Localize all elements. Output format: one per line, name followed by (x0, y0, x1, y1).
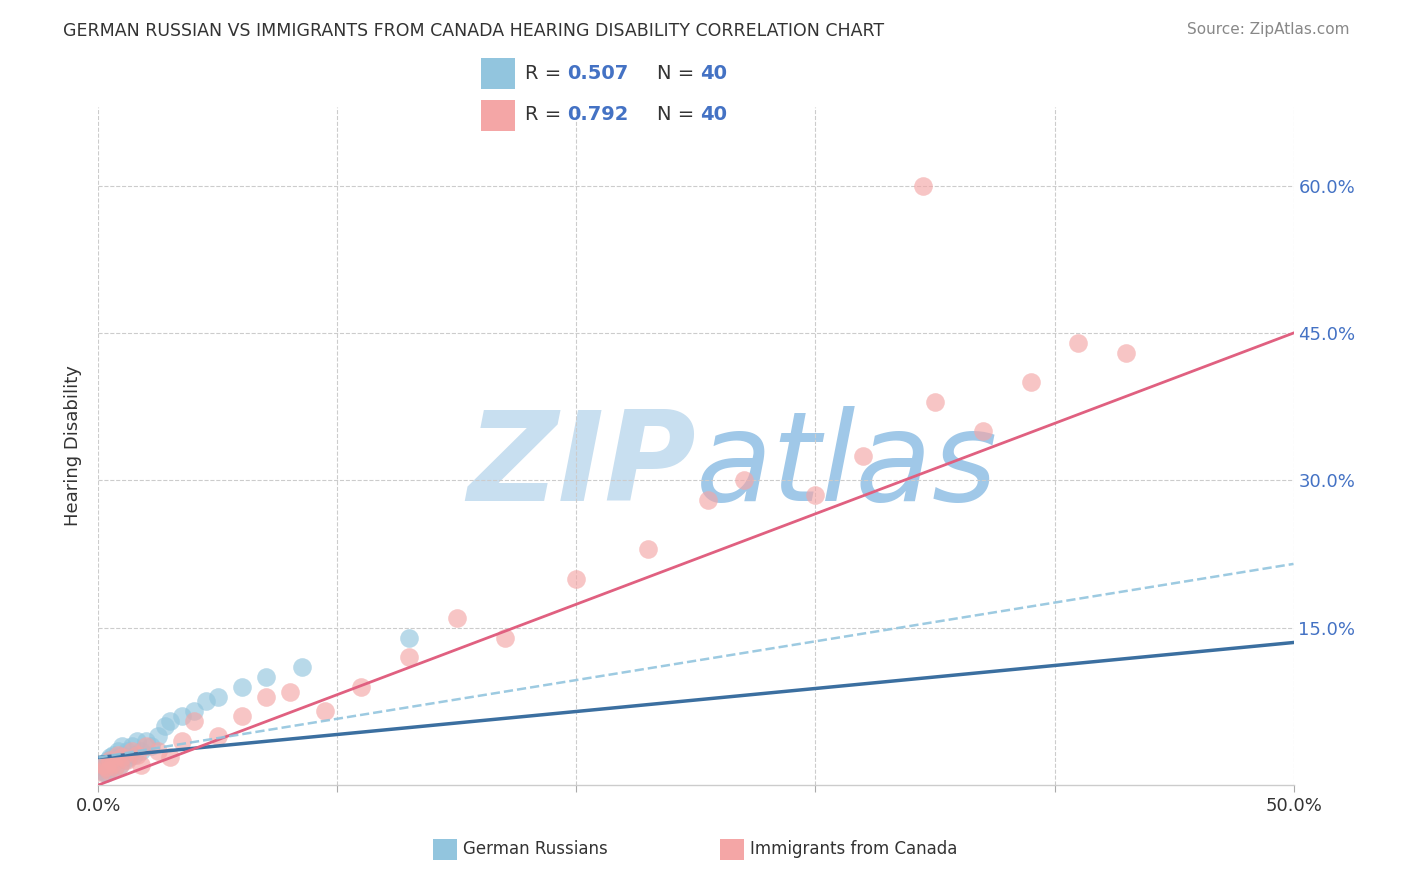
Point (565, 572, 588, 586)
Point (131, 743, 153, 757)
Point (111, 748, 134, 763)
Point (125, 748, 148, 763)
Text: 0.792: 0.792 (567, 104, 628, 124)
Point (101, 748, 124, 763)
Point (231, 709, 253, 723)
Text: German Russians: German Russians (463, 840, 607, 858)
Point (131, 758, 153, 772)
Point (97, 760, 120, 774)
Text: ZIP: ZIP (467, 406, 696, 527)
Point (107, 743, 129, 757)
Point (398, 631, 420, 645)
Point (121, 743, 143, 757)
Point (207, 729, 229, 743)
Point (94, 761, 117, 775)
Point (94, 760, 117, 774)
Point (195, 694, 218, 708)
Point (254, 670, 277, 684)
Point (733, 474, 755, 488)
Text: 40: 40 (700, 63, 727, 83)
Point (90, 765, 112, 780)
Point (1115, 345, 1137, 359)
Point (350, 680, 373, 694)
Point (148, 729, 170, 743)
Point (111, 739, 134, 753)
Bar (433, 839, 457, 860)
Point (135, 733, 157, 747)
Point (118, 750, 141, 764)
Point (1067, 335, 1090, 350)
Point (291, 660, 314, 674)
Text: Immigrants from Canada: Immigrants from Canada (749, 840, 957, 858)
Point (94, 756, 117, 771)
Point (91, 760, 114, 774)
Point (98, 750, 122, 764)
Point (972, 424, 994, 438)
Point (124, 748, 146, 763)
Point (101, 756, 124, 771)
Point (115, 743, 138, 757)
Point (155, 719, 177, 733)
Point (852, 449, 875, 463)
Point (98, 762, 122, 776)
Point (135, 739, 157, 753)
Point (125, 733, 148, 747)
Point (446, 611, 468, 625)
Point (172, 733, 194, 747)
Point (254, 690, 277, 704)
Point (183, 704, 205, 718)
Point (108, 758, 131, 772)
Bar (720, 839, 744, 860)
Point (91, 765, 114, 780)
Point (924, 394, 946, 409)
Point (159, 714, 181, 728)
Point (91, 758, 114, 772)
Point (494, 631, 516, 645)
Point (104, 753, 127, 767)
Point (637, 542, 659, 557)
Point (278, 684, 301, 698)
Point (104, 760, 127, 774)
Point (315, 704, 337, 718)
Point (1019, 375, 1042, 389)
Text: N =: N = (657, 104, 700, 124)
Point (121, 739, 143, 753)
Point (94, 766, 117, 780)
Text: R =: R = (524, 63, 568, 83)
Point (104, 760, 127, 774)
Point (115, 753, 138, 767)
Point (183, 714, 205, 728)
Bar (481, 58, 515, 89)
Text: Source: ZipAtlas.com: Source: ZipAtlas.com (1187, 22, 1350, 37)
Point (107, 750, 129, 764)
Point (139, 739, 162, 753)
Point (108, 758, 131, 772)
Text: R =: R = (524, 104, 568, 124)
Point (111, 750, 134, 764)
Point (148, 743, 170, 757)
Point (911, 178, 934, 193)
Point (90, 763, 112, 777)
Point (114, 753, 136, 767)
Point (97, 763, 120, 777)
Point (697, 493, 720, 508)
Point (98, 753, 122, 767)
Point (398, 650, 420, 665)
Y-axis label: Hearing Disability: Hearing Disability (65, 366, 83, 526)
Point (159, 750, 181, 764)
Text: GERMAN RUSSIAN VS IMMIGRANTS FROM CANADA HEARING DISABILITY CORRELATION CHART: GERMAN RUSSIAN VS IMMIGRANTS FROM CANADA… (63, 22, 884, 40)
Point (101, 756, 124, 771)
Point (207, 690, 229, 704)
Point (231, 680, 253, 694)
Point (98, 758, 122, 772)
Point (172, 709, 194, 723)
Text: 0.507: 0.507 (567, 63, 628, 83)
Text: 40: 40 (700, 104, 727, 124)
Text: N =: N = (657, 63, 700, 83)
Text: atlas: atlas (696, 406, 998, 527)
Bar (481, 100, 515, 131)
Point (97, 753, 120, 767)
Point (107, 748, 129, 763)
Point (804, 488, 827, 502)
